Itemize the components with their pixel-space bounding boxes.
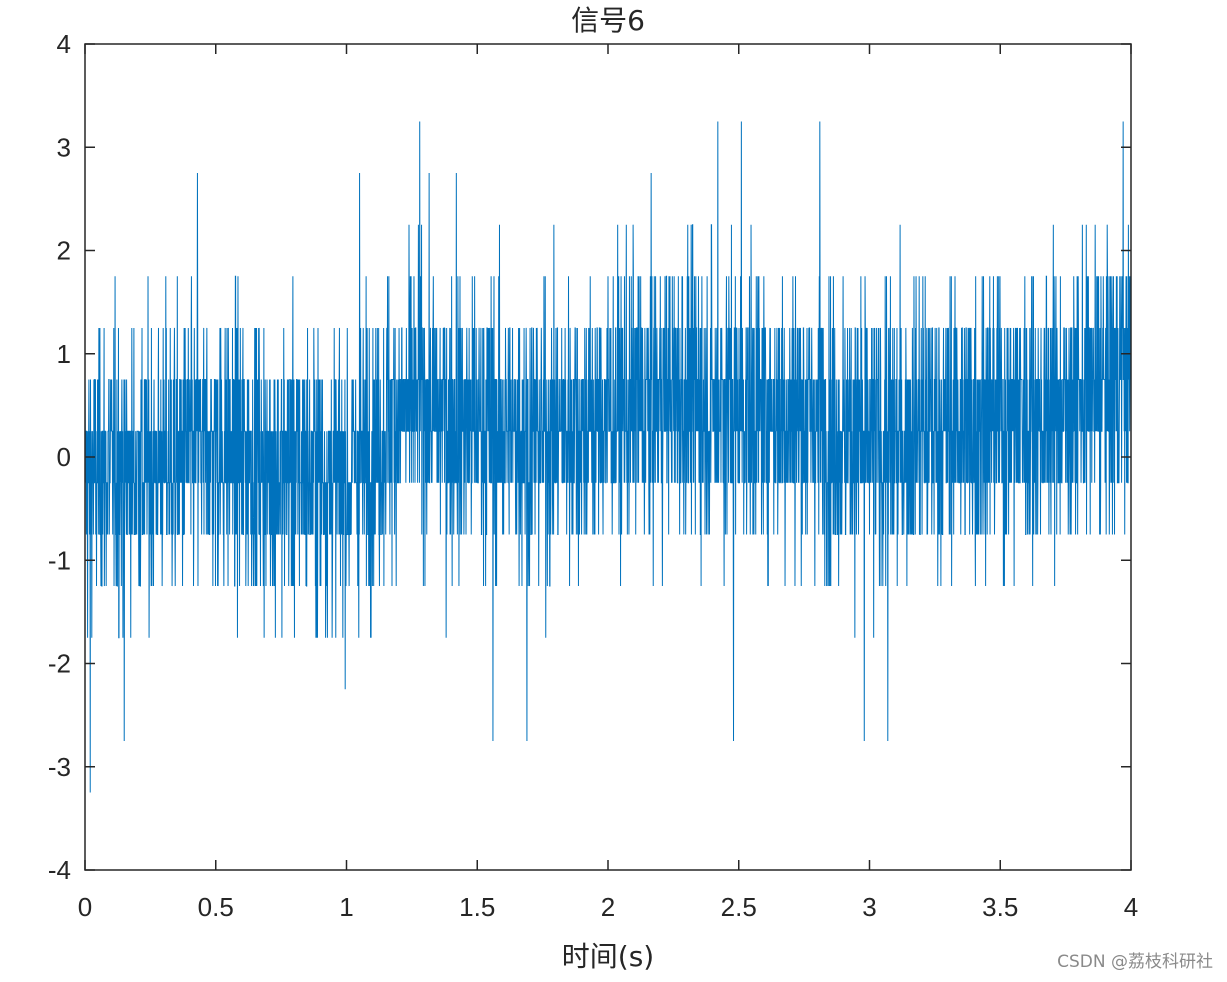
x-tick-label: 2 — [601, 892, 615, 922]
x-tick-label: 3 — [862, 892, 876, 922]
y-tick-label: -2 — [48, 649, 71, 679]
x-tick-label: 0.5 — [198, 892, 234, 922]
data-layer — [84, 121, 1132, 793]
x-tick-label: 1 — [339, 892, 353, 922]
y-tick-label: 4 — [57, 29, 71, 59]
watermark: CSDN @荔枝科研社 — [1057, 952, 1213, 972]
x-tick-label: 3.5 — [982, 892, 1018, 922]
y-tick-label: -4 — [48, 855, 71, 885]
y-tick-label: 3 — [57, 132, 71, 162]
x-axis: 0 0.5 1 1.5 2 2.5 3 3.5 4 — [78, 44, 1138, 922]
x-tick-label: 2.5 — [721, 892, 757, 922]
y-tick-label: 0 — [57, 442, 71, 472]
x-axis-label: 时间(s) — [562, 940, 654, 973]
y-axis: -4 -3 -2 -1 0 1 2 3 4 — [48, 29, 1131, 885]
x-tick-label: 1.5 — [459, 892, 495, 922]
chart-title: 信号6 — [571, 4, 645, 37]
y-tick-label: 2 — [57, 236, 71, 266]
signal-series-line — [84, 121, 1132, 793]
y-tick-label: -1 — [48, 545, 71, 575]
y-tick-label: 1 — [57, 339, 71, 369]
x-tick-label: 4 — [1124, 892, 1138, 922]
y-tick-label: -3 — [48, 752, 71, 782]
x-tick-label: 0 — [78, 892, 92, 922]
